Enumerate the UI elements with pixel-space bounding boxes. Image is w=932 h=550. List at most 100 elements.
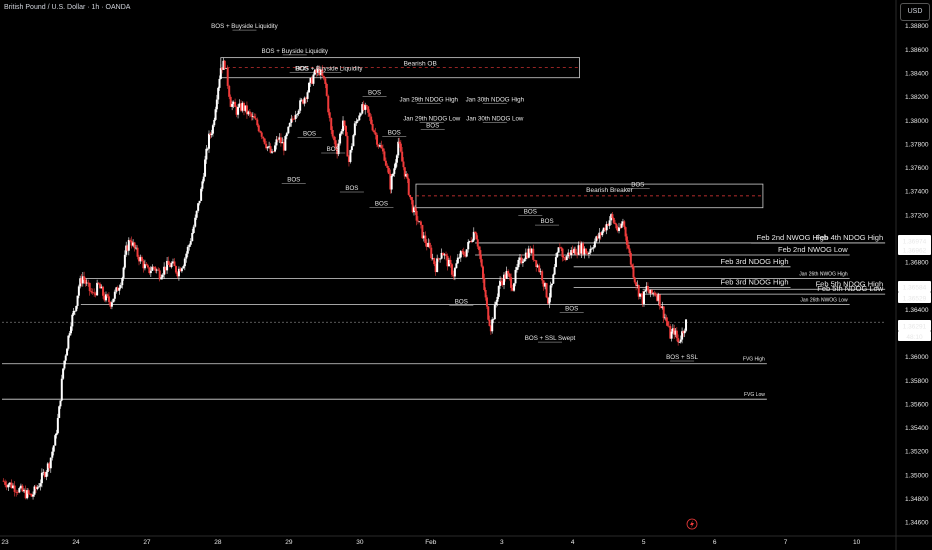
candle-body xyxy=(412,207,415,213)
candle-body xyxy=(195,210,198,218)
countdown-label: 48:10 xyxy=(906,334,923,341)
candle-body xyxy=(58,406,61,418)
zone-box[interactable] xyxy=(220,57,580,79)
candle-body xyxy=(492,319,495,320)
candle-body xyxy=(138,256,141,262)
candle-body xyxy=(635,282,638,286)
candle-body xyxy=(291,118,294,120)
candle-body xyxy=(189,241,192,245)
candle-body xyxy=(240,103,243,111)
x-tick-label: 7 xyxy=(784,539,788,546)
candle-body xyxy=(73,310,76,312)
annotation-label: Jan 29th NDOG Low xyxy=(403,115,461,122)
candle-body xyxy=(598,232,601,239)
candle-body xyxy=(615,224,618,229)
candle-body xyxy=(102,286,105,296)
candle-body xyxy=(418,221,421,223)
candle-body xyxy=(205,148,208,160)
candle-body xyxy=(300,99,303,101)
candle-body xyxy=(571,250,574,253)
candle-body xyxy=(278,137,281,140)
candle-body xyxy=(79,278,82,287)
candle-body xyxy=(172,261,175,264)
candle-body xyxy=(100,286,103,289)
candle-body xyxy=(657,294,660,301)
candle-body xyxy=(605,224,608,231)
candle-body xyxy=(167,260,170,265)
candle-body xyxy=(235,106,238,115)
candle-body xyxy=(275,139,278,146)
candle-body xyxy=(268,146,271,147)
candle-body xyxy=(395,155,398,163)
candle-body xyxy=(367,106,370,113)
candle-body xyxy=(467,242,470,250)
y-tick-label: 1.36400 xyxy=(905,307,929,314)
candle-body xyxy=(561,248,564,258)
candle-body xyxy=(462,251,465,255)
candle-body xyxy=(673,328,676,335)
candle-body xyxy=(380,145,383,149)
candle-body xyxy=(573,248,576,253)
candle-body xyxy=(154,267,157,271)
candle-body xyxy=(386,165,389,168)
candle-body xyxy=(211,125,214,134)
candle-body xyxy=(296,114,299,115)
candle-body xyxy=(644,290,647,292)
candle-body xyxy=(222,60,225,70)
candle-body xyxy=(549,285,552,298)
candle-body xyxy=(179,268,182,272)
x-tick-label: 10 xyxy=(853,539,861,546)
candle-body xyxy=(535,260,538,268)
candle-body xyxy=(10,482,13,489)
candle-body xyxy=(510,277,513,288)
candle-body xyxy=(565,256,568,261)
candle-body xyxy=(244,105,247,111)
candle-body xyxy=(485,297,488,307)
candle-body xyxy=(678,341,681,343)
candle-body xyxy=(191,232,194,242)
candle-body xyxy=(628,248,631,253)
candle-body xyxy=(186,246,189,254)
lightning-icon[interactable] xyxy=(686,518,698,530)
candle-body xyxy=(347,156,350,162)
candle-body xyxy=(370,116,373,124)
candle-body xyxy=(106,294,109,297)
price-tag-label: 1.36529 xyxy=(903,296,927,303)
candle-body xyxy=(527,248,530,258)
candle-body xyxy=(315,69,318,73)
candle-body xyxy=(248,111,251,114)
candle-body xyxy=(484,290,487,298)
candle-body xyxy=(449,259,452,265)
candle-body xyxy=(218,78,221,88)
candle-body xyxy=(532,248,535,260)
candle-body xyxy=(685,319,688,331)
candle-body xyxy=(135,247,138,249)
candle-body xyxy=(520,257,523,264)
candle-body xyxy=(247,111,250,115)
candle-body xyxy=(538,265,541,272)
zone-label: Bearish OB xyxy=(404,61,437,68)
candle-body xyxy=(389,173,392,190)
candle-body xyxy=(513,283,516,291)
candle-body xyxy=(288,122,291,127)
candle-body xyxy=(238,103,241,107)
candle-body xyxy=(574,248,577,255)
level-label: Feb 3rd NDOG High xyxy=(721,278,789,287)
candle-body xyxy=(422,235,425,239)
candle-body xyxy=(601,231,604,236)
candle-body xyxy=(342,120,345,132)
candle-body xyxy=(476,239,479,247)
candle-body xyxy=(641,293,644,304)
candle-body xyxy=(443,254,446,256)
candle-body xyxy=(558,247,561,249)
candle-body xyxy=(160,277,163,280)
x-tick-label: 30 xyxy=(356,539,364,546)
candle-body xyxy=(284,136,287,151)
candle-body xyxy=(241,102,244,111)
annotation-label: Jan 29th NDOG High xyxy=(400,96,459,103)
candle-body xyxy=(306,92,309,99)
currency-button[interactable]: USD xyxy=(900,3,930,21)
candle-body xyxy=(72,310,75,315)
y-tick-label: 1.38000 xyxy=(905,118,929,125)
